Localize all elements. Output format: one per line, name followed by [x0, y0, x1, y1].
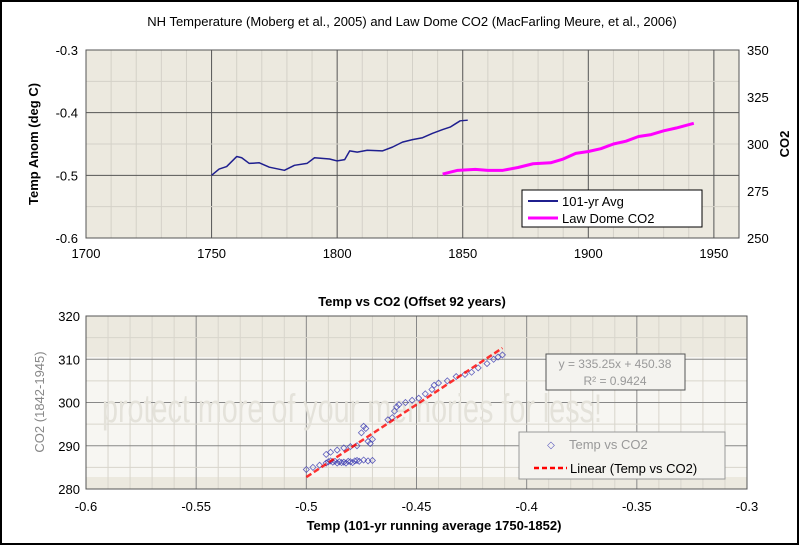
- top-chart-title: NH Temperature (Moberg et al., 2005) and…: [147, 14, 676, 29]
- linear-trendline: [305, 346, 504, 479]
- temp-avg-line: [211, 119, 468, 176]
- top-y-axis-right-label: CO2: [777, 131, 792, 158]
- bottom-x-tick-label: -0.55: [181, 499, 211, 514]
- bottom-y-axis-label: CO2 (1842-1945): [32, 351, 47, 452]
- scatter-point: [401, 398, 410, 407]
- scatter-point: [490, 355, 498, 363]
- top-y-right-tick-label: 275: [747, 184, 769, 199]
- scatter-point: [335, 458, 343, 466]
- scatter-point: [302, 465, 310, 474]
- scatter-point: [434, 379, 443, 387]
- scatter-point: [474, 364, 482, 372]
- bottom-legend: ◇ Temp vs CO2 Linear (Temp vs CO2): [518, 431, 726, 480]
- top-x-tick-label: 1800: [323, 246, 352, 261]
- scatter-point: [327, 448, 335, 456]
- bottom-x-tick-label: -0.4: [515, 499, 537, 514]
- scatter-point: [344, 457, 352, 465]
- scatter-point: [368, 435, 376, 443]
- legend-label-co2: Law Dome CO2: [562, 211, 654, 226]
- bottom-x-tick-label: -0.5: [295, 499, 317, 514]
- legend-swatch-scatter: ◇: [547, 440, 555, 451]
- trendline-r2: R² = 0.9424: [583, 374, 646, 388]
- scatter-point: [322, 459, 330, 467]
- scatter-point: [483, 360, 491, 368]
- scatter-point: [395, 401, 403, 409]
- bottom-x-tick-label: -0.6: [75, 499, 97, 514]
- legend-label-temp: 101-yr Avg: [562, 194, 624, 209]
- bottom-y-tick-label: 300: [58, 396, 80, 411]
- scatter-point: [353, 456, 361, 465]
- top-y-right-tick-label: 350: [747, 43, 769, 58]
- scatter-point: [368, 456, 376, 465]
- scatter-point: [430, 381, 438, 389]
- scatter-point: [384, 416, 392, 424]
- top-x-tick-label: 1850: [448, 246, 477, 261]
- scatter-point: [338, 459, 346, 467]
- scatter-point: [415, 394, 423, 402]
- bottom-x-tick-label: -0.35: [622, 499, 652, 514]
- top-x-tick-label: 1750: [197, 246, 226, 261]
- top-y-tick-label: -0.4: [56, 106, 78, 121]
- scatter-point: [421, 390, 429, 398]
- scatter-point: [333, 446, 341, 454]
- scatter-point: [340, 444, 348, 452]
- top-y-axis-label: Temp Anom (deg C): [26, 83, 41, 205]
- bottom-y-tick-label: 310: [58, 352, 80, 367]
- scatter-point: [498, 351, 506, 359]
- trendline-equation: y = 335.25x + 450.38: [559, 357, 672, 371]
- top-y-tick-label: -0.5: [56, 168, 78, 183]
- bottom-y-tick-label: 280: [58, 482, 80, 497]
- scatter-point: [362, 424, 370, 433]
- scatter-point: [322, 450, 330, 458]
- scatter-point: [349, 459, 357, 467]
- scatter-point: [357, 429, 365, 437]
- scatter-point: [315, 461, 324, 469]
- top-y-right-tick-label: 250: [747, 231, 769, 246]
- top-y-tick-label: -0.3: [56, 43, 78, 58]
- scatter-point: [309, 463, 317, 471]
- bottom-chart-title: Temp vs CO2 (Offset 92 years): [318, 294, 506, 309]
- scatter-point: [452, 372, 460, 381]
- top-y-right-tick-label: 300: [747, 137, 769, 152]
- bottom-x-axis-label: Temp (101-yr running average 1750-1852): [307, 518, 562, 533]
- bottom-x-tick-label: -0.3: [736, 499, 758, 514]
- top-x-tick-label: 1900: [574, 246, 603, 261]
- legend-label-scatter: Temp vs CO2: [569, 437, 648, 452]
- scatter-point: [408, 396, 416, 404]
- top-x-tick-label: 1700: [72, 246, 101, 261]
- co2-line: [442, 121, 695, 176]
- top-y-tick-label: -0.6: [56, 231, 78, 246]
- scatter-point: [351, 457, 359, 465]
- scatter-point: [461, 370, 469, 378]
- top-x-tick-label: 1950: [699, 246, 728, 261]
- scatter-point: [393, 403, 401, 411]
- scatter-point: [468, 368, 476, 376]
- trendline-equation-box: y = 335.25x + 450.38 R² = 0.9424: [545, 353, 686, 391]
- top-y-right-tick-label: 325: [747, 90, 769, 105]
- bottom-y-tick-label: 320: [58, 309, 80, 324]
- top-legend: 101-yr Avg Law Dome CO2: [521, 189, 703, 228]
- watermark-text: protect more of your memories for less!: [102, 387, 602, 431]
- bottom-x-tick-label: -0.45: [402, 499, 432, 514]
- scatter-point: [494, 353, 502, 361]
- bottom-y-tick-label: 290: [58, 439, 80, 454]
- scatter-point: [443, 377, 451, 385]
- legend-label-linear: Linear (Temp vs CO2): [570, 461, 697, 476]
- scatter-point: [360, 456, 368, 464]
